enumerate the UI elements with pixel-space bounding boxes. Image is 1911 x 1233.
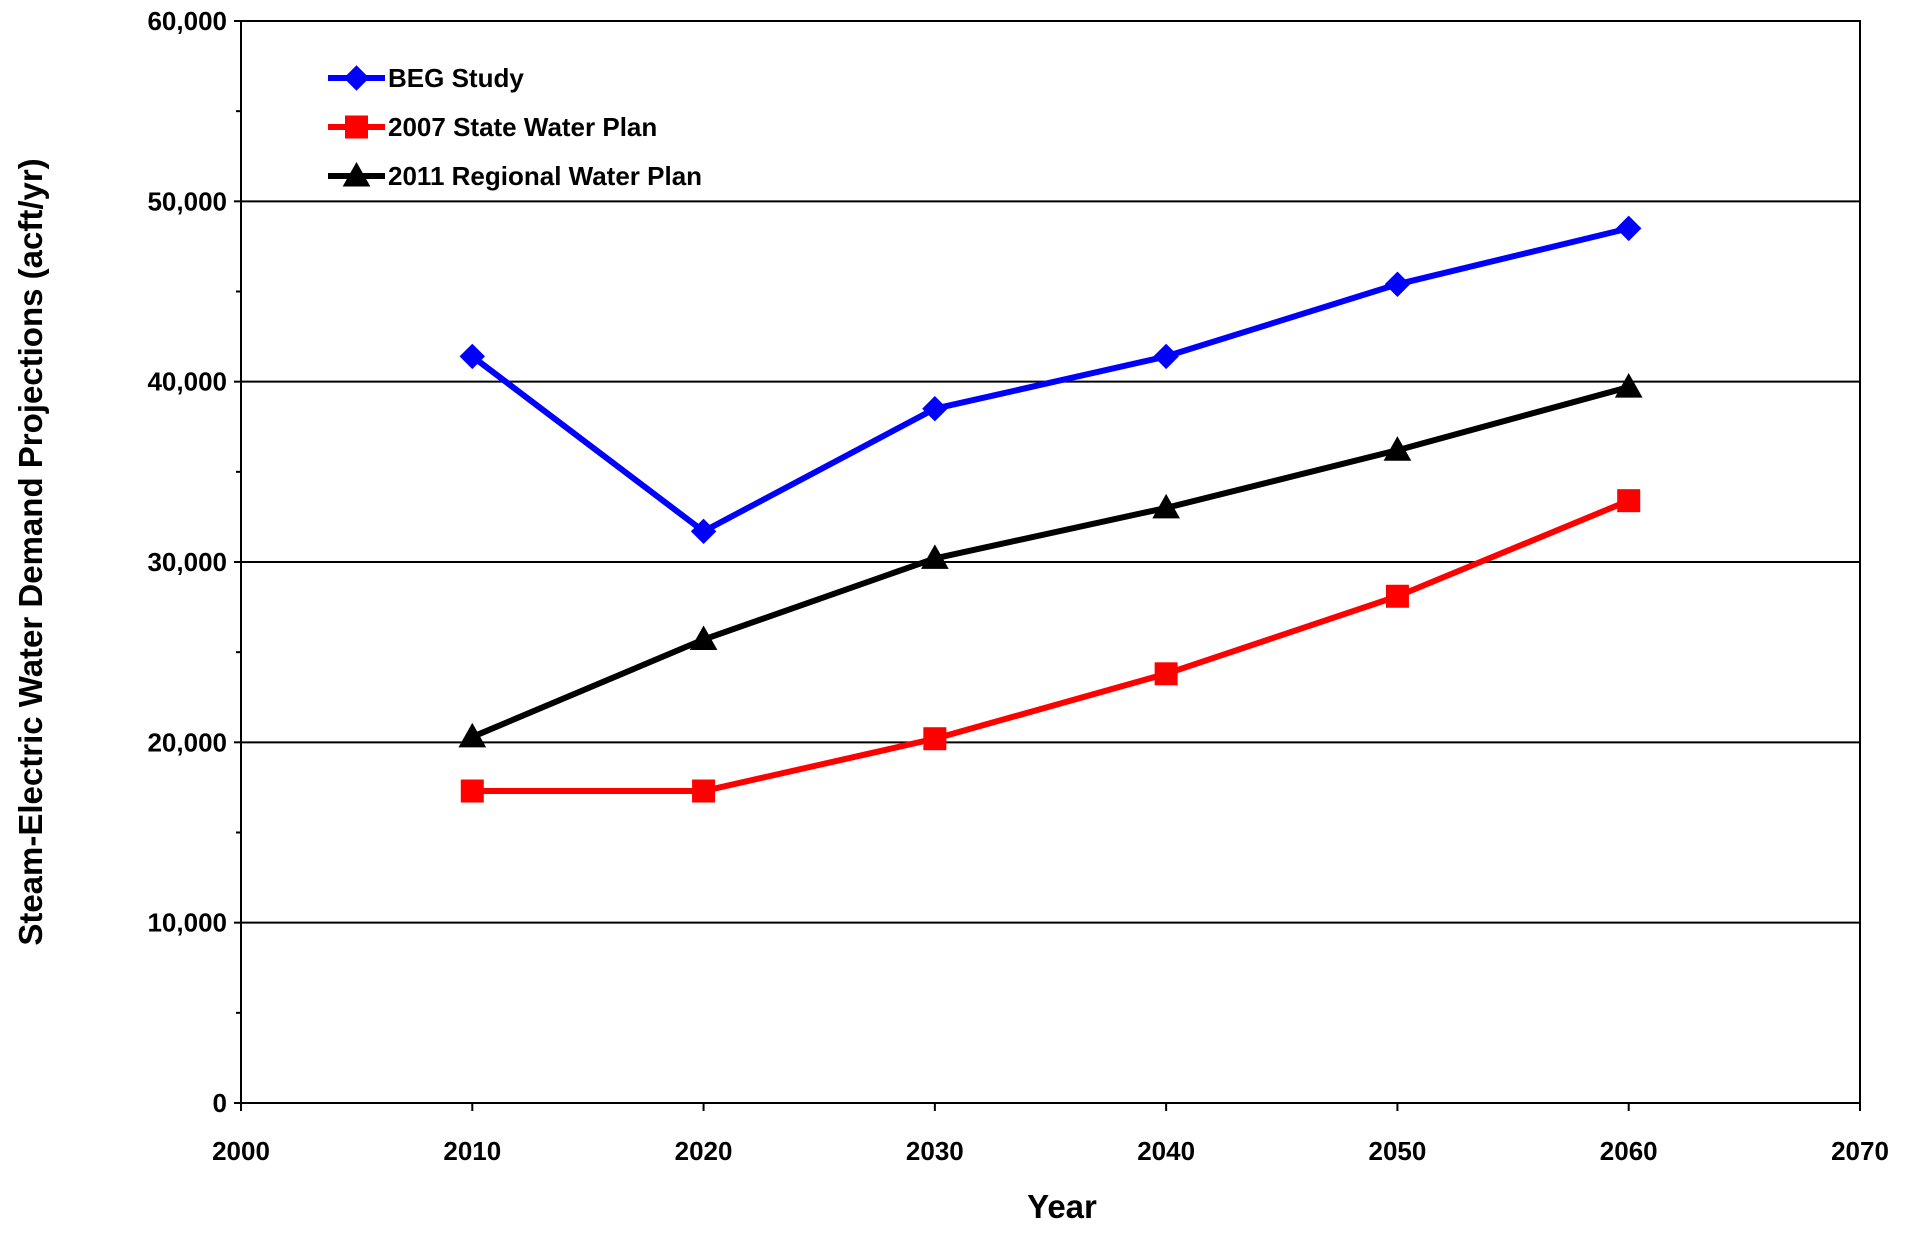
data-point [1154, 344, 1178, 368]
series-3 [459, 374, 1641, 747]
legend-swatch-marker [345, 66, 369, 90]
legend-label: 2011 Regional Water Plan [388, 161, 702, 191]
legend-label: 2007 State Water Plan [388, 112, 657, 142]
x-tick-label: 2040 [1137, 1136, 1195, 1166]
y-tick-label: 10,000 [147, 908, 227, 938]
y-tick-label: 20,000 [147, 727, 227, 757]
x-tick-label: 2030 [906, 1136, 964, 1166]
series-line [472, 228, 1628, 531]
x-axis-title: Year [1027, 1188, 1097, 1225]
x-tick-label: 2070 [1831, 1136, 1889, 1166]
data-point [1617, 216, 1641, 240]
series-1 [460, 216, 1640, 543]
x-tick-label: 2010 [443, 1136, 501, 1166]
x-tick-label: 2050 [1369, 1136, 1427, 1166]
legend-item: BEG Study [328, 63, 524, 93]
y-tick-label: 60,000 [147, 6, 227, 36]
y-tick-label: 30,000 [147, 547, 227, 577]
y-tick-labels: 0 10,000 20,000 30,000 40,000 50,000 60,000 [147, 6, 227, 1118]
data-point [461, 780, 483, 802]
series-line [472, 501, 1628, 791]
data-point [1385, 272, 1409, 296]
legend-item: 2011 Regional Water Plan [328, 161, 702, 191]
y-axis-title: Steam-Electric Water Demand Projections … [12, 158, 49, 945]
x-tick-label: 2020 [675, 1136, 733, 1166]
legend-label: BEG Study [388, 63, 524, 93]
gridlines [241, 201, 1860, 922]
series-2 [461, 490, 1639, 802]
legend-item: 2007 State Water Plan [328, 112, 657, 142]
y-tick-label: 40,000 [147, 367, 227, 397]
x-tick-label: 2000 [212, 1136, 270, 1166]
data-point [693, 780, 715, 802]
legend: BEG Study 2007 State Water Plan 2011 Regio… [328, 63, 702, 191]
series [459, 216, 1641, 802]
x-tick-labels: 2000 2010 2020 2030 2040 2050 2060 2070 [212, 1136, 1889, 1166]
x-tick-label: 2060 [1600, 1136, 1658, 1166]
data-point [1386, 585, 1408, 607]
data-point [1616, 374, 1642, 397]
data-point [1155, 663, 1177, 685]
y-tick-label: 0 [213, 1088, 227, 1118]
data-point [923, 397, 947, 421]
y-tick-label: 50,000 [147, 186, 227, 216]
data-point [1618, 490, 1640, 512]
data-point [924, 728, 946, 750]
legend-swatch-marker [346, 116, 368, 138]
